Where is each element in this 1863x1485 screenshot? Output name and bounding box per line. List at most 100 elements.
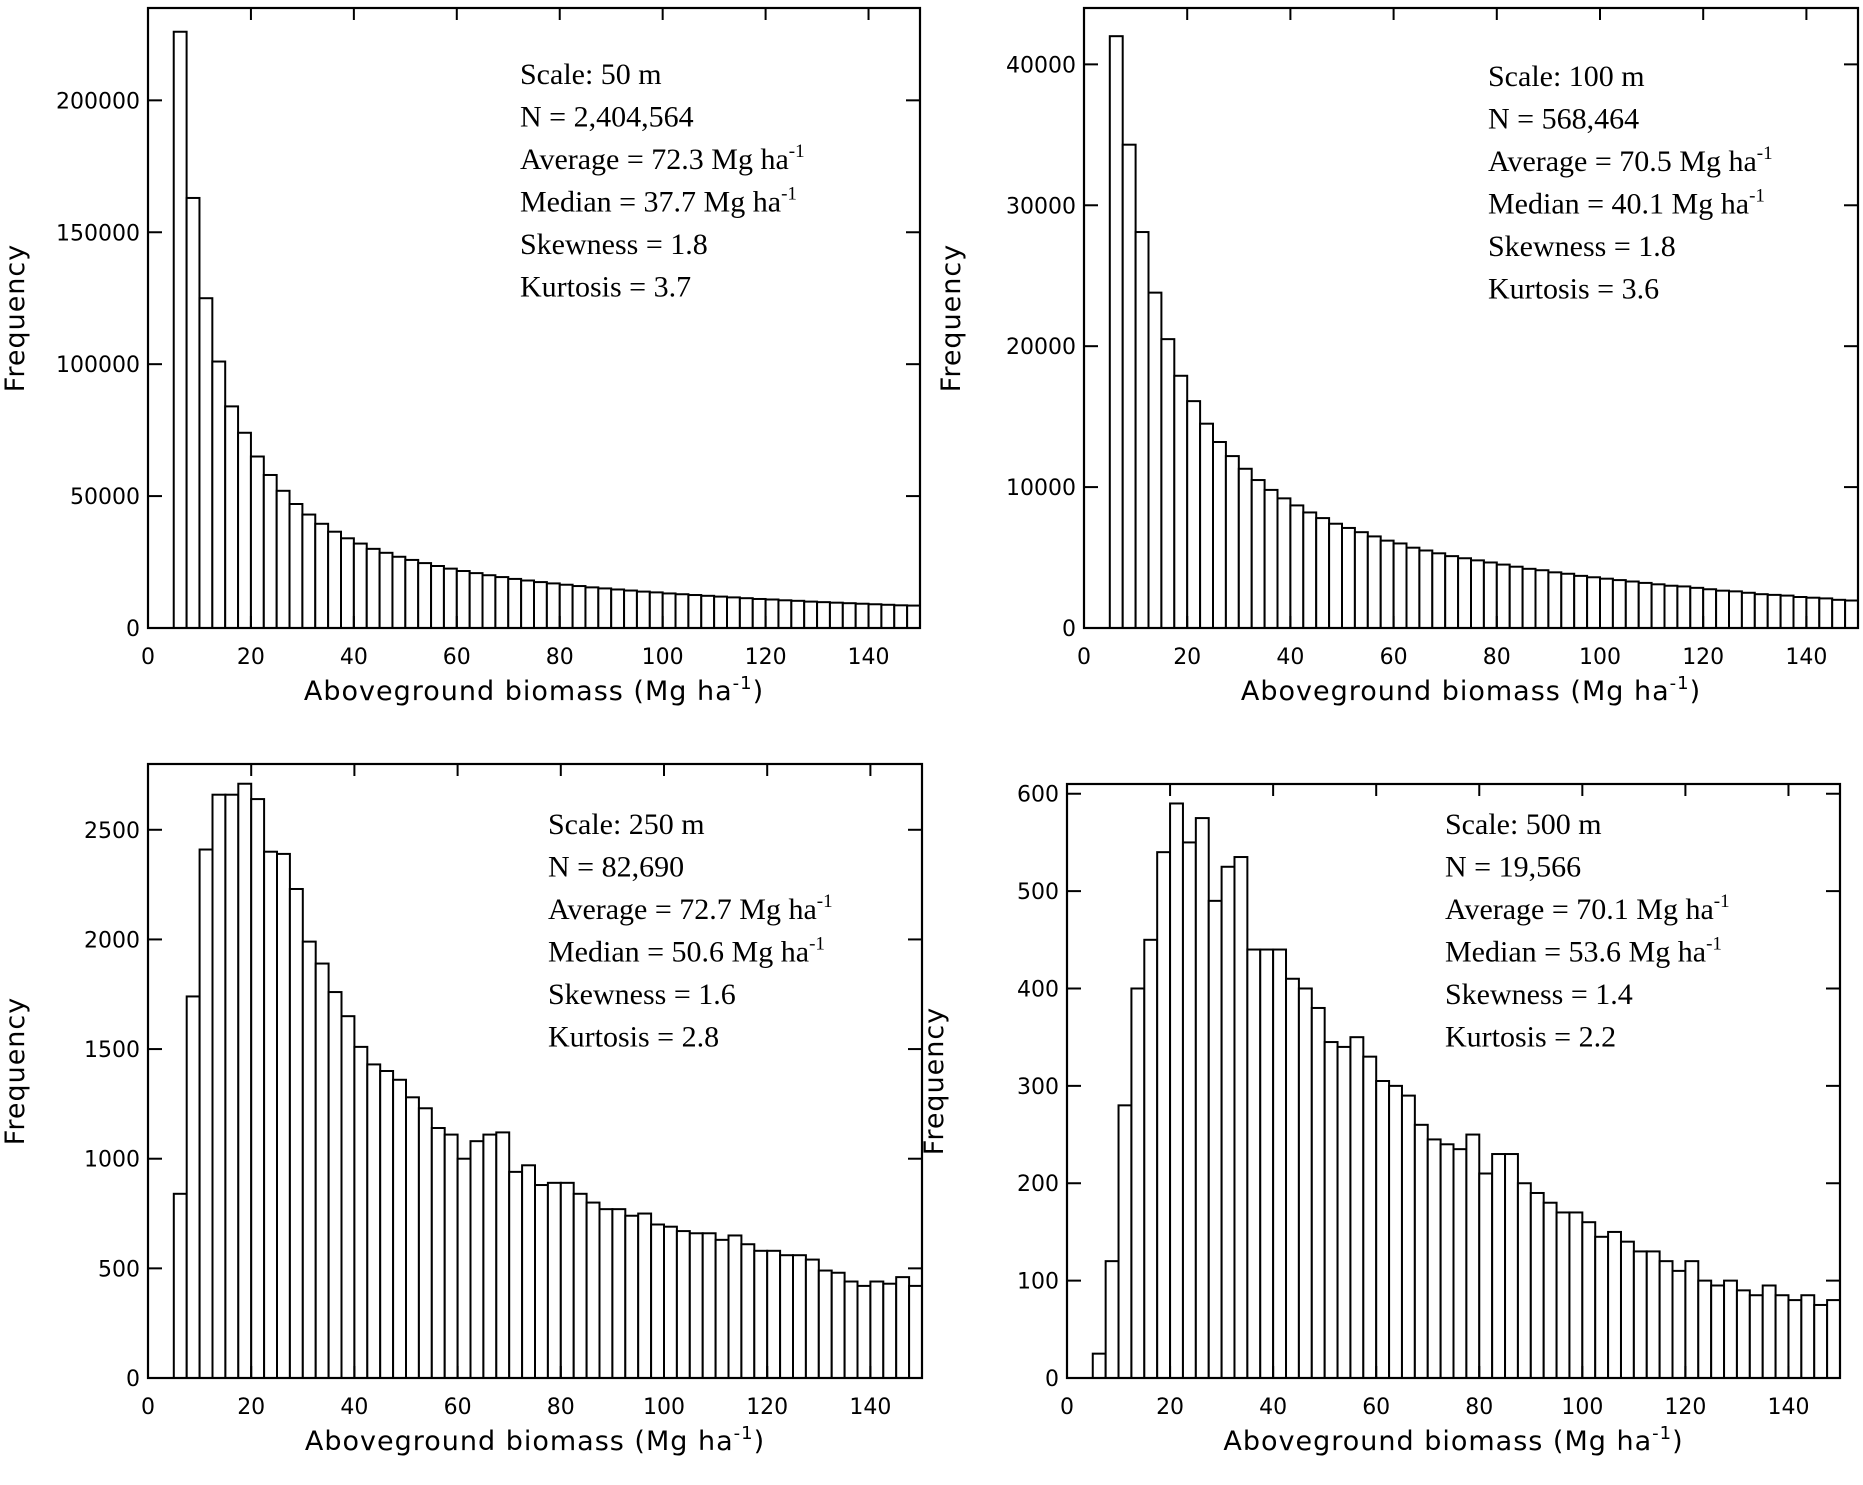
histogram-bar (1108, 35, 1124, 629)
histogram-bar (1431, 552, 1447, 629)
stats-line: Skewness = 1.4 (1445, 978, 1633, 1011)
y-tick-label: 30000 (1006, 194, 1076, 219)
histogram-bar (1302, 511, 1318, 629)
x-axis-label: Aboveground biomass (Mg ha-1) (1241, 673, 1701, 707)
histogram-bar (1452, 1148, 1468, 1379)
histogram-bar (1607, 1230, 1622, 1380)
histogram-bar (1787, 1299, 1803, 1380)
histogram-bar (1671, 1269, 1687, 1380)
histogram-bar (1091, 1352, 1107, 1380)
histogram-bar (508, 1170, 524, 1380)
x-tick-label: 20 (237, 645, 265, 670)
x-tick-label: 100 (643, 1395, 685, 1420)
histogram-bar (1723, 1279, 1738, 1379)
histogram-bar (405, 1096, 420, 1380)
histogram-bar (1444, 555, 1460, 629)
y-axis-label: Frequency (0, 244, 31, 392)
histogram-bar (1439, 1143, 1455, 1379)
histogram-bar (1495, 563, 1511, 629)
histogram-bar (1516, 1182, 1532, 1379)
histogram-bar (1207, 899, 1223, 1380)
histogram-bar (753, 1249, 769, 1380)
stats-line: Skewness = 1.8 (520, 228, 708, 261)
histogram-bar (650, 1223, 665, 1379)
x-tick-label: 80 (1465, 1395, 1493, 1420)
histogram-bar (1504, 1153, 1519, 1380)
histogram-bar (674, 593, 690, 630)
histogram-bar (1805, 596, 1821, 629)
x-tick-label: 140 (849, 1395, 891, 1420)
histogram-bar (597, 587, 613, 630)
histogram-bar (624, 1214, 640, 1379)
histogram-bar (843, 1280, 859, 1379)
x-tick-label: 40 (1276, 645, 1304, 670)
histogram-bar (224, 793, 240, 1379)
plot-frame (146, 762, 924, 1380)
histogram-bar (663, 1225, 678, 1380)
histogram-bar (1181, 841, 1197, 1379)
histogram-bar (1818, 597, 1834, 630)
histogram-bar (1761, 1284, 1777, 1380)
y-tick-label: 500 (98, 1257, 140, 1282)
histogram-bar (1663, 584, 1679, 630)
histogram-bar (1542, 1201, 1558, 1379)
histogram-bar (867, 603, 883, 629)
histogram-bar (1272, 948, 1288, 1379)
histogram-bar (1457, 557, 1472, 629)
histogram-bar (1263, 488, 1279, 629)
y-tick-label: 150000 (56, 221, 140, 246)
stats-line: Average = 70.5 Mg ha-1 (1488, 143, 1773, 178)
histogram-bar (1555, 1211, 1571, 1379)
histogram-bar (430, 565, 445, 629)
histogram-bar (1237, 467, 1253, 630)
histogram-bar (237, 782, 253, 1379)
histogram-bar (1658, 1260, 1674, 1380)
x-tick-label: 40 (1259, 1395, 1287, 1420)
histogram-panel-bottom-right: 0 20 40 60 80 100 120 140 0 100 200 300 400 500 600 Abo… (919, 783, 1842, 1457)
histogram-bar (1689, 586, 1705, 629)
histogram-bar (1702, 588, 1718, 629)
histogram-bar (288, 503, 304, 629)
histogram-bar (1594, 1235, 1610, 1379)
y-tick-label: 200000 (56, 89, 140, 114)
histogram-panel-top-right: 0 20 40 60 80 100 120 140 0 10000 20000 30000 40000 A… (936, 6, 1860, 707)
histogram-bar (700, 594, 716, 629)
histogram-bar (841, 602, 857, 630)
x-tick-label: 20 (237, 1395, 265, 1420)
histogram-bar (1233, 856, 1249, 1379)
stats-line: Skewness = 1.6 (548, 978, 736, 1011)
histogram-bar (1766, 593, 1782, 629)
histogram-bar (1173, 374, 1189, 630)
histogram-bar (1199, 422, 1214, 629)
histogram-bar (1388, 1084, 1403, 1380)
histogram-bar (211, 793, 227, 1379)
histogram-bar (276, 852, 291, 1379)
x-axis-label: Aboveground biomass (Mg ha-1) (305, 1423, 765, 1457)
histogram-bar (172, 30, 188, 629)
stats-line: Scale: 50 m (520, 58, 662, 91)
histogram-bar (1697, 1279, 1713, 1379)
y-tick-label: 400 (1017, 977, 1059, 1002)
y-tick-label: 600 (1017, 783, 1059, 808)
histogram-bar (648, 591, 664, 630)
histogram-bar (327, 530, 342, 630)
histogram-bar (263, 850, 279, 1379)
histogram-bar (790, 599, 806, 630)
x-axis-label: Aboveground biomass (Mg ha-1) (1223, 1423, 1683, 1457)
histogram-bar (392, 1078, 408, 1380)
histogram-bar (726, 596, 741, 630)
histogram-bar (455, 570, 471, 629)
histogram-bar (1800, 1294, 1816, 1379)
histogram-bar (430, 1127, 446, 1379)
stats-line: Median = 37.7 Mg ha-1 (520, 184, 797, 219)
histogram-bar (1186, 400, 1202, 629)
histogram-bar (1134, 231, 1150, 630)
histogram-bar (1220, 865, 1236, 1380)
y-tick-label: 0 (126, 617, 140, 642)
histogram-bar (1250, 479, 1266, 629)
y-tick-label: 300 (1017, 1075, 1059, 1100)
stats-line: N = 19,566 (1445, 851, 1581, 884)
histogram-bar (1379, 539, 1395, 629)
y-tick-label: 0 (1062, 617, 1076, 642)
histogram-bar (1392, 542, 1408, 629)
